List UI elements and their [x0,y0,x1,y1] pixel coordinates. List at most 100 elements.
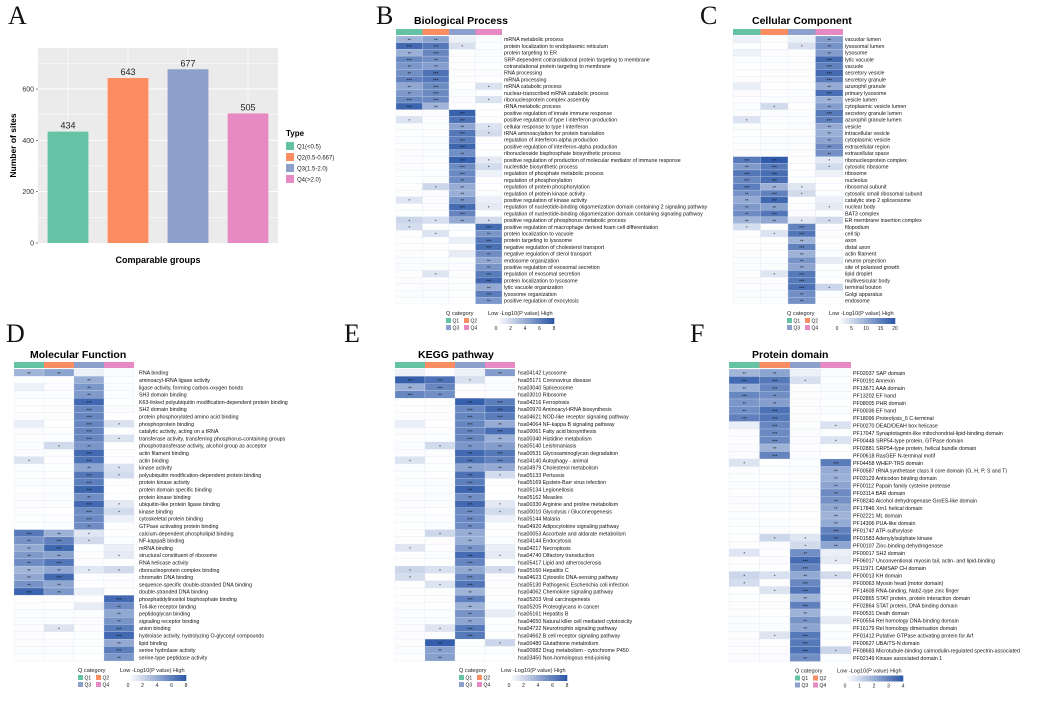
heatmap-cell [728,653,760,662]
heatmap-cell [73,551,105,559]
heatmap-cell [395,236,423,244]
heatmap-cell [103,580,135,589]
heatmap-cell [103,529,135,538]
significance-mark: *** [497,458,503,463]
heatmap-cell [424,544,456,552]
row-term-label: axon [845,238,857,244]
heatmap-cell [448,250,476,258]
significance-mark: * [408,118,410,123]
row-term-label: hsa04142 Lysosome [518,371,567,377]
heatmap-cell [422,122,450,130]
heatmap-cell [728,436,760,445]
significance-mark: ** [407,51,411,56]
legend-category-swatch [96,675,101,680]
legend-gradient-step [554,675,558,681]
heatmap-cell [424,456,456,465]
significance-mark: *** [116,597,122,602]
heatmap-cell [424,551,456,559]
row-term-label: positive regulation of innate immune res… [504,111,612,117]
row-term-label: regulation of protein kinase activity [504,191,586,197]
significance-mark: ** [834,491,838,496]
legend-gradient-step [857,675,860,682]
significance-mark: *** [467,502,473,507]
row-term-label: hsa05133 Pertussis [518,473,565,479]
heatmap-cell [732,136,761,144]
row-term-label: nuclear-transcribed mRNA catabolic proce… [504,91,609,97]
row-term-label: catalytic activity, acting on a tRNA [139,429,219,435]
legend-category-label: Q2 [103,675,110,681]
legend-gradient-step [512,318,516,324]
heatmap-cell [475,76,503,84]
significance-mark: * [118,437,120,442]
row-term-label: ER membrane insertion complex [845,218,922,224]
row-term-label: distal axon [845,245,870,251]
significance-mark: *** [86,429,92,434]
significance-mark: ** [827,104,831,109]
heatmap-cell [484,609,516,618]
significance-mark: * [488,131,490,136]
heatmap-cell [43,514,75,523]
legend-scale-tick: 2 [141,683,144,689]
row-term-label: rRNA metabolic process [504,104,561,110]
row-term-label: signaling receptor binding [139,619,199,625]
legend-category-swatch [805,318,810,323]
significance-mark: *** [467,488,473,493]
row-term-label: hsa05205 Proteoglycans in cancer [518,604,600,610]
heatmap-cell [484,602,516,611]
row-term-label: regulation of nucleotide-binding oligome… [504,205,708,211]
panel-label-a: A [8,1,27,30]
row-term-label: PF18096 Proteolysis_6 C-terminal [853,416,934,422]
heatmap-cell [13,478,45,486]
heatmap-cell [394,405,426,413]
significance-mark: * [746,225,748,230]
row-term-label: actin filament [845,252,877,258]
row-term-label: vacuolar lumen [845,37,881,43]
heatmap-cell [103,390,135,399]
significance-mark: ** [498,466,502,471]
significance-mark: ** [803,611,807,616]
row-term-label: Toll-like receptor binding [139,604,196,610]
heatmap-cell [395,210,423,218]
heatmap-cell [728,586,760,595]
significance-mark: * [804,536,806,541]
row-term-label: hsa04217 Necroptosis [518,546,571,552]
category-strip [759,362,790,368]
significance-mark: *** [433,91,439,96]
row-term-label: hsa00982 Drug metabolism - cytochrome P4… [518,648,629,654]
category-strip [449,29,476,35]
heatmap-cell [815,256,844,264]
significance-mark: ** [803,596,807,601]
heatmap-cell [820,638,852,647]
legend-gradient-step [547,675,551,681]
significance-mark: *** [772,171,778,176]
legend-label: Q3(1.5-2.0) [297,167,328,173]
heatmap-cell [43,595,75,603]
significance-mark: * [461,44,463,49]
legend-gradient-step [873,318,876,324]
significance-mark: * [804,544,806,549]
heatmap-cell [394,638,426,647]
legend-gradient-step [841,318,845,324]
significance-mark: ** [434,64,438,69]
row-term-label: hsa04623 Cytosolic DNA-sensing pathway [518,575,618,581]
row-term-label: hsa05130 Pathogenic Escherichia coli inf… [518,582,629,588]
legend-gradient-step [166,675,170,681]
row-term-label: cytoplasmic vesicle [845,138,890,144]
significance-mark: ** [468,444,472,449]
heatmap-cell [394,471,426,479]
heatmap-cell [728,601,760,610]
legend-gradient-step [856,318,860,324]
heatmap-cell [815,183,844,191]
significance-mark: ** [407,91,411,96]
significance-mark: *** [827,78,833,83]
significance-mark: *** [772,424,778,429]
legend-gradient-step [132,675,136,681]
heatmap-cell [448,236,476,244]
legend-gradient-step [562,675,565,681]
heatmap-cell [43,646,75,654]
heatmap-cell [424,573,456,581]
significance-mark: * [828,285,830,290]
significance-mark: ** [468,619,472,624]
row-term-label: polyubiquitin modification-dependent pro… [139,473,261,479]
legend-swatch [286,142,294,150]
